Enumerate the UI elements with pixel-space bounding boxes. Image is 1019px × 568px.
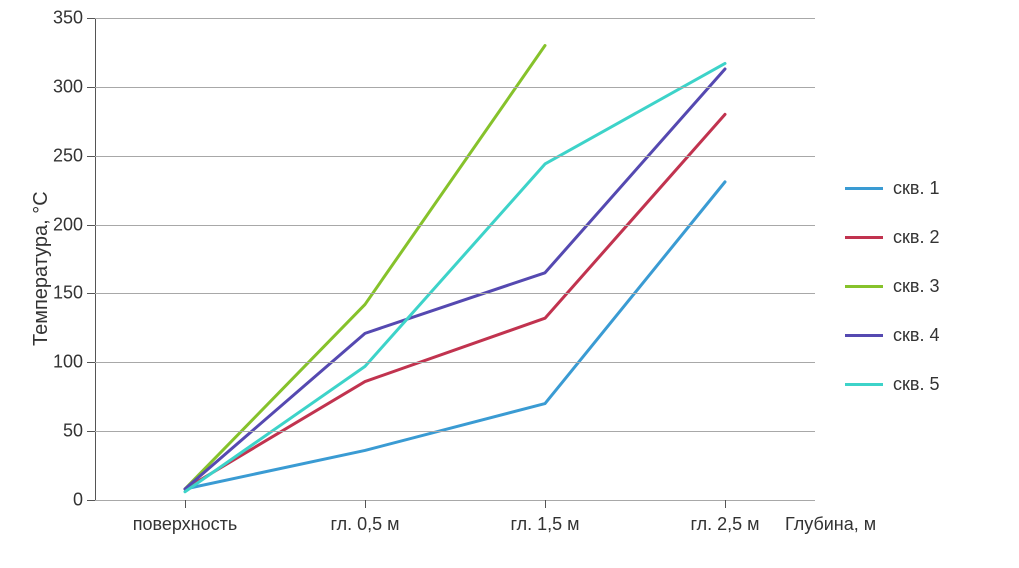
gridline (95, 225, 815, 226)
legend-swatch (845, 236, 883, 239)
legend-item: скв. 1 (845, 178, 939, 199)
x-tick (545, 500, 546, 508)
legend-item: скв. 2 (845, 227, 939, 248)
y-tick-label: 100 (53, 352, 83, 373)
y-tick (87, 18, 95, 19)
legend-item: скв. 5 (845, 374, 939, 395)
y-tick-label: 0 (73, 490, 83, 511)
y-tick-label: 300 (53, 76, 83, 97)
y-tick-label: 200 (53, 214, 83, 235)
y-tick-label: 50 (63, 421, 83, 442)
y-tick-label: 350 (53, 8, 83, 29)
legend-label: скв. 2 (893, 227, 939, 248)
y-axis-title: Температура, °C (30, 191, 53, 346)
legend-swatch (845, 383, 883, 386)
series-lines (95, 18, 815, 500)
legend-swatch (845, 285, 883, 288)
y-tick-label: 150 (53, 283, 83, 304)
gridline (95, 293, 815, 294)
legend-label: скв. 1 (893, 178, 939, 199)
x-tick (185, 500, 186, 508)
gridline (95, 500, 815, 501)
temperature-depth-chart: 0 50 100 150 200 250 300 350 поверхность гл. 0,5 … (0, 0, 1019, 568)
legend-swatch (845, 334, 883, 337)
legend-label: скв. 4 (893, 325, 939, 346)
legend-label: скв. 3 (893, 276, 939, 297)
y-tick (87, 293, 95, 294)
plot-area: 050100150200250300350поверхностьгл. 0,5 … (95, 18, 815, 500)
legend-swatch (845, 187, 883, 190)
y-tick (87, 156, 95, 157)
x-axis-title: Глубина, м (785, 514, 876, 535)
y-tick (87, 500, 95, 501)
series-line (185, 182, 725, 489)
gridline (95, 18, 815, 19)
x-tick-label: гл. 2,5 м (690, 514, 759, 535)
x-tick-label: гл. 1,5 м (510, 514, 579, 535)
x-tick-label: поверхность (133, 514, 238, 535)
gridline (95, 431, 815, 432)
y-tick (87, 431, 95, 432)
y-tick (87, 362, 95, 363)
legend-item: скв. 4 (845, 325, 939, 346)
x-tick (725, 500, 726, 508)
gridline (95, 87, 815, 88)
y-tick (87, 225, 95, 226)
legend: скв. 1 скв. 2 скв. 3 скв. 4 скв. 5 (845, 178, 939, 423)
series-line (185, 46, 545, 489)
x-tick-label: гл. 0,5 м (330, 514, 399, 535)
gridline (95, 156, 815, 157)
y-tick-label: 250 (53, 145, 83, 166)
y-tick (87, 87, 95, 88)
gridline (95, 362, 815, 363)
x-tick (365, 500, 366, 508)
legend-label: скв. 5 (893, 374, 939, 395)
legend-item: скв. 3 (845, 276, 939, 297)
